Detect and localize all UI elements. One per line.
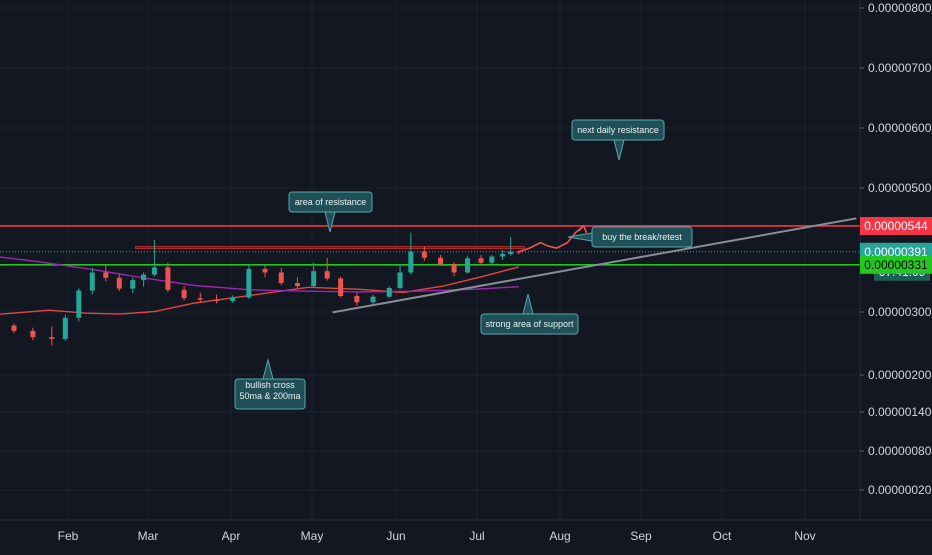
grid — [0, 0, 860, 520]
candle-body — [508, 251, 514, 255]
candle-body — [397, 272, 403, 288]
projection-path — [518, 225, 585, 253]
y-tick-label: 0.00000020 — [868, 483, 932, 497]
callout-box — [288, 191, 373, 213]
callout-box — [234, 378, 306, 410]
callout-text: next daily resistance — [577, 125, 659, 135]
support-price-tag — [860, 255, 932, 274]
x-tick-label: Jun — [386, 529, 405, 543]
candle-body — [116, 277, 122, 289]
candle-body — [408, 251, 414, 273]
candle-body — [451, 264, 457, 273]
ma-50ma-line — [0, 266, 519, 315]
y-tick-label: 0.00000200 — [868, 368, 932, 382]
x-tick-label: Jul — [469, 529, 484, 543]
resistance-price-tag-label: 0.00000544 — [864, 219, 928, 233]
y-tick-label: 0.00000080 — [868, 444, 932, 458]
callout-text: strong area of support — [485, 319, 574, 329]
ma-200ma-line — [0, 256, 519, 293]
callout-box — [571, 119, 665, 141]
candle-body — [141, 274, 147, 281]
x-tick-label: Aug — [549, 529, 570, 543]
x-tick-label: Feb — [58, 529, 79, 543]
candle-body — [11, 325, 17, 331]
candle-body — [246, 268, 252, 298]
callout-box — [480, 313, 579, 335]
callout-text: bullish cross — [245, 380, 295, 390]
candle-body — [151, 267, 157, 275]
candle-body — [89, 272, 95, 291]
candle-body — [181, 289, 187, 299]
resistance-price-tag — [860, 216, 932, 235]
x-tick-label: Oct — [713, 529, 732, 543]
candle-body — [76, 290, 82, 318]
y-tick-label: 0.00000600 — [868, 121, 932, 135]
candle-body — [354, 295, 360, 303]
candle-body — [165, 267, 171, 290]
candle-body — [294, 283, 300, 287]
callout-text: 50ma & 200ma — [239, 391, 300, 401]
candle-body — [213, 299, 219, 302]
level-lines-layer — [0, 225, 860, 266]
ascending-trendline — [332, 217, 857, 314]
callout-strong-support: strong area of support — [480, 293, 579, 335]
callout-pointer — [324, 211, 336, 233]
candle-body — [338, 278, 344, 296]
trendline-layer — [332, 217, 857, 314]
candle-body — [262, 268, 268, 273]
x-tick-label: Apr — [222, 529, 241, 543]
y-tick-label: 0.00000300 — [868, 305, 932, 319]
candles-layer — [11, 232, 522, 346]
candle-body — [197, 298, 203, 300]
candle-body — [230, 297, 236, 302]
support-price-tag-label: 0.00000331 — [864, 258, 928, 272]
candle-body — [49, 337, 55, 340]
axes-layer: 0.00000800 0.00000700 0.00000600 0.00000500… — [0, 0, 932, 543]
callout-pointer — [522, 293, 534, 315]
candle-body — [30, 330, 36, 338]
callout-area-of-resistance: area of resistance — [288, 191, 373, 233]
candle-body — [324, 271, 330, 279]
candle-body — [516, 251, 522, 253]
callout-text: buy the break/retest — [602, 232, 682, 242]
moving-averages-layer — [0, 256, 519, 315]
callouts-layer: next daily resistance area of resistance b… — [234, 119, 693, 410]
candle-body — [465, 258, 471, 273]
resistance-zone-layer — [134, 246, 525, 249]
candle-body — [130, 280, 136, 289]
candle-body — [478, 258, 484, 263]
projection-arrowhead — [578, 224, 588, 234]
candle-body — [386, 287, 392, 297]
candle-body — [311, 271, 317, 287]
callout-buy-break-retest: buy the break/retest — [567, 226, 693, 248]
candle-body — [278, 272, 284, 284]
candle-body — [370, 296, 376, 303]
candle-body — [103, 272, 109, 278]
last_price-price-tag-label: 0.00000391 — [864, 245, 928, 259]
x-tick-label: Sep — [630, 529, 652, 543]
candle-body — [421, 251, 427, 258]
callout-text: area of resistance — [295, 197, 367, 207]
callout-box — [591, 226, 693, 248]
y-tick-label: 0.00000500 — [868, 181, 932, 195]
x-tick-label: May — [301, 529, 324, 543]
y-tick-label: 0.00000800 — [868, 1, 932, 15]
y-tick-label: 0.00000700 — [868, 61, 932, 75]
candle-body — [62, 317, 68, 340]
callout-pointer — [567, 232, 593, 242]
resistance-zone — [134, 246, 525, 249]
candle-body — [438, 257, 444, 265]
candle-body — [500, 254, 506, 257]
candle-body — [489, 256, 495, 263]
callout-next-daily-resistance: next daily resistance — [571, 119, 665, 161]
callout-pointer — [613, 139, 625, 161]
callout-pointer — [262, 358, 274, 380]
x-tick-label: Mar — [138, 529, 159, 543]
x-tick-label: Nov — [794, 529, 815, 543]
y-tick-label: 0.00000140 — [868, 405, 932, 419]
